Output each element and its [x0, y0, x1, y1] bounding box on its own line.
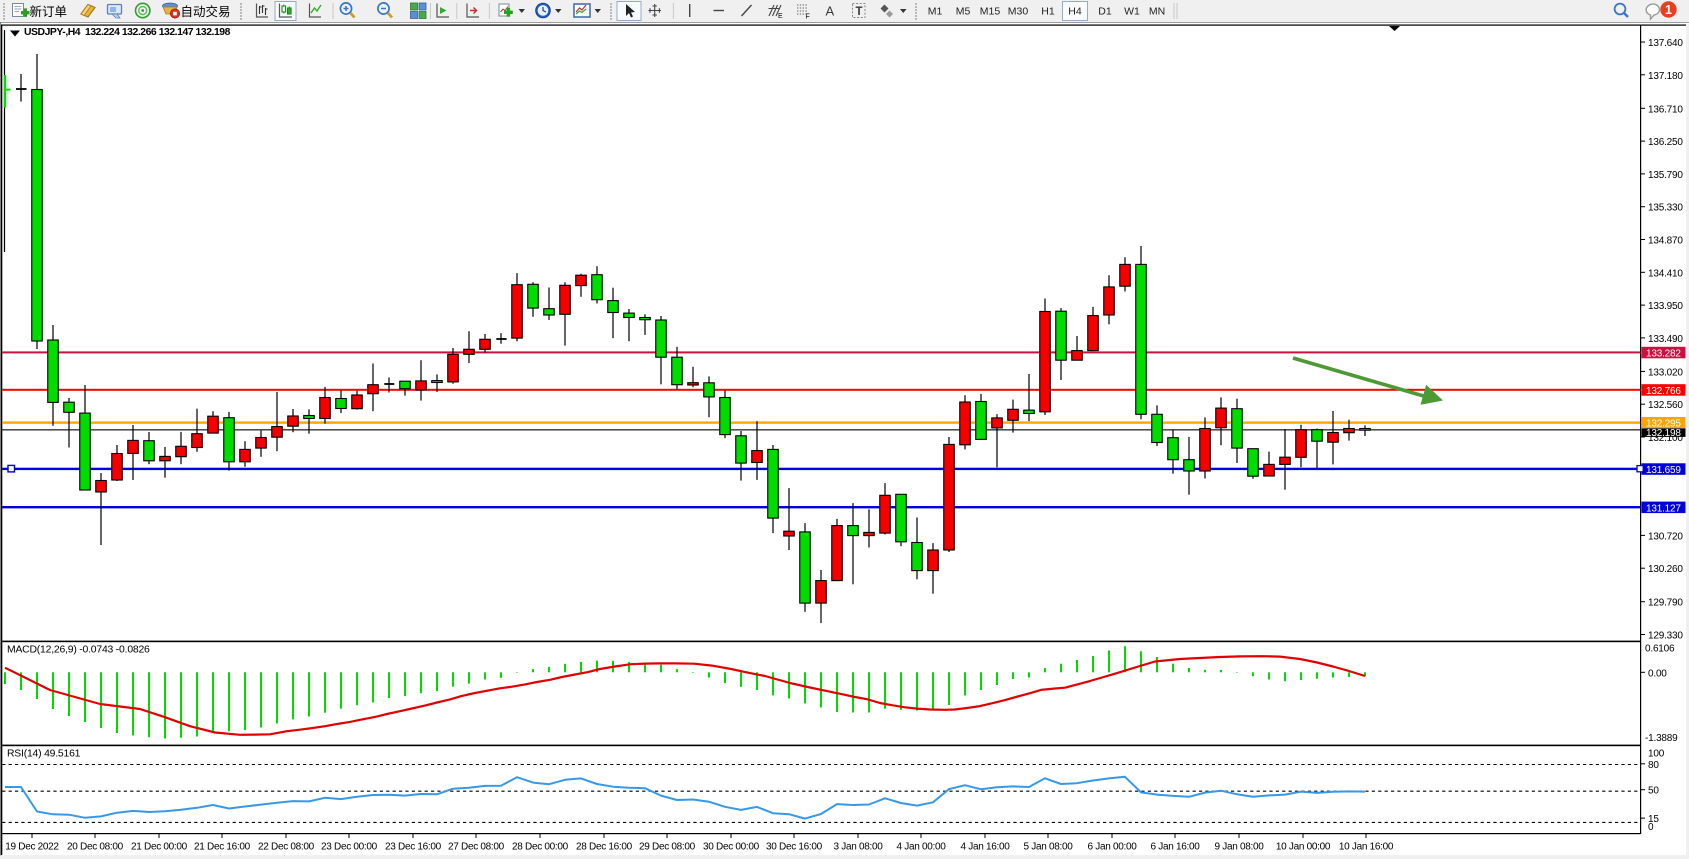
svg-text:E: E [778, 13, 783, 20]
svg-text:133.950: 133.950 [1648, 301, 1683, 312]
svg-text:132.295: 132.295 [1646, 419, 1681, 430]
svg-text:133.020: 133.020 [1648, 367, 1683, 378]
svg-text:133.282: 133.282 [1646, 349, 1681, 360]
svg-text:H1: H1 [1041, 6, 1055, 18]
svg-text:135.790: 135.790 [1648, 170, 1683, 181]
svg-text:130.720: 130.720 [1648, 531, 1683, 542]
svg-text:M15: M15 [980, 6, 1001, 18]
svg-text:4 Jan 00:00: 4 Jan 00:00 [897, 842, 947, 853]
svg-text:137.180: 137.180 [1648, 71, 1683, 82]
svg-text:5 Jan 08:00: 5 Jan 08:00 [1024, 842, 1074, 853]
svg-text:RSI(14) 49.5161: RSI(14) 49.5161 [7, 749, 81, 760]
svg-text:30 Dec 16:00: 30 Dec 16:00 [766, 842, 823, 853]
svg-text:133.490: 133.490 [1648, 334, 1683, 345]
svg-text:新订单: 新订单 [30, 4, 68, 19]
svg-text:9 Jan 08:00: 9 Jan 08:00 [1215, 842, 1265, 853]
svg-text:W1: W1 [1124, 6, 1140, 18]
svg-text:132.198: 132.198 [1646, 428, 1681, 439]
svg-text:H4: H4 [1068, 6, 1082, 18]
svg-text:129.330: 129.330 [1648, 631, 1683, 642]
svg-text:132.766: 132.766 [1646, 386, 1681, 397]
svg-text:-1.3889: -1.3889 [1645, 733, 1678, 744]
svg-text:0: 0 [1648, 822, 1654, 833]
svg-text:23 Dec 00:00: 23 Dec 00:00 [321, 842, 378, 853]
svg-text:135.330: 135.330 [1648, 203, 1683, 214]
svg-text:6 Jan 16:00: 6 Jan 16:00 [1151, 842, 1201, 853]
svg-text:21 Dec 16:00: 21 Dec 16:00 [194, 842, 251, 853]
svg-text:131.659: 131.659 [1646, 465, 1681, 476]
svg-text:29 Dec 08:00: 29 Dec 08:00 [639, 842, 696, 853]
svg-text:M5: M5 [956, 6, 971, 18]
svg-text:1: 1 [1665, 3, 1672, 17]
svg-text:M1: M1 [928, 6, 943, 18]
svg-text:28 Dec 16:00: 28 Dec 16:00 [576, 842, 633, 853]
svg-text:D1: D1 [1098, 6, 1112, 18]
svg-text:M30: M30 [1008, 6, 1029, 18]
svg-text:0.6106: 0.6106 [1645, 644, 1675, 655]
svg-text:132.560: 132.560 [1648, 400, 1683, 411]
svg-text:自动交易: 自动交易 [181, 4, 231, 19]
svg-text:19 Dec 2022: 19 Dec 2022 [5, 842, 59, 853]
svg-text:0.00: 0.00 [1648, 668, 1667, 679]
svg-text:136.250: 136.250 [1648, 137, 1683, 148]
svg-text:F: F [806, 14, 810, 21]
svg-text:3 Jan 08:00: 3 Jan 08:00 [834, 842, 884, 853]
svg-text:50: 50 [1648, 786, 1659, 797]
svg-text:T: T [856, 6, 863, 18]
svg-text:130.260: 130.260 [1648, 564, 1683, 575]
svg-text:20 Dec 08:00: 20 Dec 08:00 [67, 842, 124, 853]
svg-text:6 Jan 00:00: 6 Jan 00:00 [1088, 842, 1138, 853]
svg-text:100: 100 [1648, 749, 1665, 760]
svg-text:134.410: 134.410 [1648, 268, 1683, 279]
svg-text:21 Dec 00:00: 21 Dec 00:00 [131, 842, 188, 853]
svg-text:10 Jan 00:00: 10 Jan 00:00 [1276, 842, 1331, 853]
svg-text:132.100: 132.100 [1648, 433, 1683, 444]
svg-text:MN: MN [1149, 6, 1165, 18]
svg-text:15: 15 [1648, 814, 1659, 825]
svg-text:131.127: 131.127 [1646, 503, 1681, 514]
svg-text:4 Jan 16:00: 4 Jan 16:00 [961, 842, 1011, 853]
svg-text:136.710: 136.710 [1648, 104, 1683, 115]
svg-text:134.870: 134.870 [1648, 236, 1683, 247]
svg-text:27 Dec 08:00: 27 Dec 08:00 [448, 842, 505, 853]
svg-text:A: A [826, 4, 835, 19]
svg-text:28 Dec 00:00: 28 Dec 00:00 [512, 842, 569, 853]
svg-text:30 Dec 00:00: 30 Dec 00:00 [703, 842, 760, 853]
svg-text:10 Jan 16:00: 10 Jan 16:00 [1339, 842, 1394, 853]
svg-text:137.640: 137.640 [1648, 38, 1683, 49]
svg-text:129.790: 129.790 [1648, 598, 1683, 609]
svg-text:22 Dec 08:00: 22 Dec 08:00 [258, 842, 315, 853]
svg-text:23 Dec 16:00: 23 Dec 16:00 [385, 842, 442, 853]
svg-text:USDJPY-,H4 132.224 132.266 13: USDJPY-,H4 132.224 132.266 132.147 132.1… [24, 27, 231, 38]
svg-text:MACD(12,26,9) -0.0743 -0.0826: MACD(12,26,9) -0.0743 -0.0826 [7, 645, 150, 656]
svg-text:80: 80 [1648, 760, 1659, 771]
